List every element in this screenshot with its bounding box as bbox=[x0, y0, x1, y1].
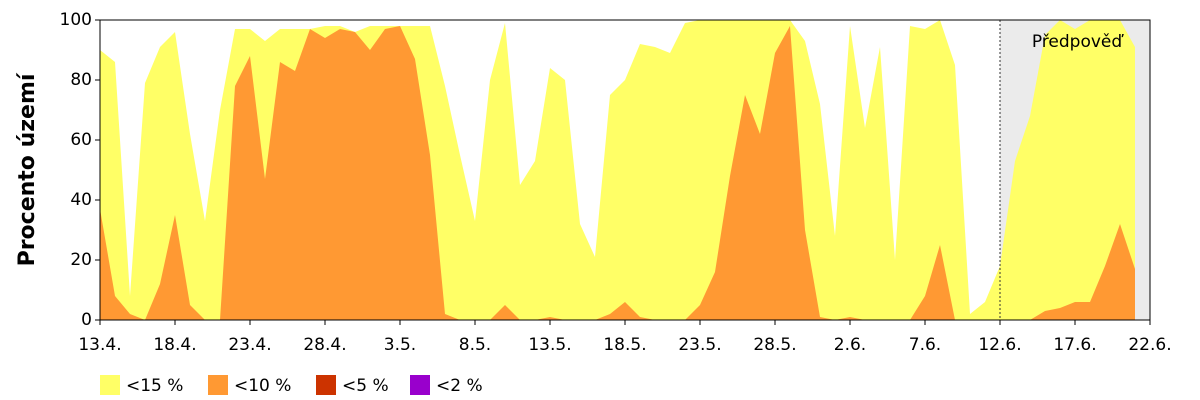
x-tick-label: 28.4. bbox=[303, 335, 346, 355]
legend-swatch bbox=[208, 375, 228, 395]
legend-label: <2 % bbox=[436, 376, 483, 396]
x-tick-label: 18.5. bbox=[603, 335, 646, 355]
legend-label: <10 % bbox=[234, 376, 291, 396]
x-tick-label: 13.5. bbox=[528, 335, 571, 355]
y-tick-label: 60 bbox=[70, 130, 92, 150]
y-tick-label: 100 bbox=[60, 10, 92, 30]
x-tick-label: 3.5. bbox=[384, 335, 416, 355]
forecast-label: Předpověď bbox=[1032, 32, 1125, 52]
y-axis-label: Procento území bbox=[15, 72, 40, 266]
y-tick-label: 0 bbox=[81, 310, 92, 330]
x-tick-label: 2.6. bbox=[834, 335, 866, 355]
x-tick-label: 12.6. bbox=[978, 335, 1021, 355]
x-tick-label: 23.4. bbox=[228, 335, 271, 355]
legend-label: <15 % bbox=[126, 376, 183, 396]
x-tick-label: 22.6. bbox=[1128, 335, 1171, 355]
x-tick-label: 18.4. bbox=[153, 335, 196, 355]
legend-swatch bbox=[410, 375, 430, 395]
x-tick-label: 8.5. bbox=[459, 335, 491, 355]
y-tick-label: 40 bbox=[70, 190, 92, 210]
y-tick-label: 20 bbox=[70, 250, 92, 270]
y-tick-label: 80 bbox=[70, 70, 92, 90]
area bbox=[100, 26, 1135, 320]
x-tick-label: 17.6. bbox=[1053, 335, 1096, 355]
legend-swatch bbox=[100, 375, 120, 395]
x-tick-label: 7.6. bbox=[909, 335, 941, 355]
legend-swatch bbox=[316, 375, 336, 395]
x-tick-label: 23.5. bbox=[678, 335, 721, 355]
x-tick-label: 13.4. bbox=[78, 335, 121, 355]
x-tick-label: 28.5. bbox=[753, 335, 796, 355]
legend-label: <5 % bbox=[342, 376, 389, 396]
